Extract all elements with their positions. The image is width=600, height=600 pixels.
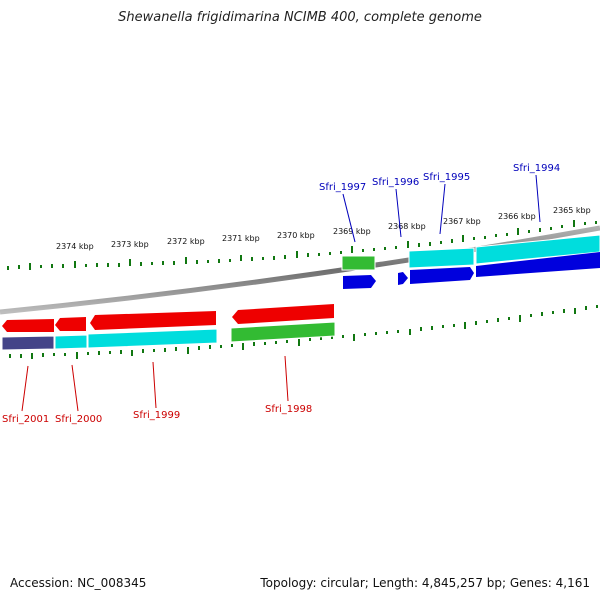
kbp-label: 2366 kbp	[498, 212, 536, 221]
forward-gene-arrow[interactable]	[398, 272, 408, 285]
reverse-gene-arrow[interactable]	[232, 304, 334, 324]
kbp-label: 2370 kbp	[277, 231, 315, 240]
reverse-cds-bar[interactable]	[230, 321, 336, 343]
kbp-label: 2371 kbp	[222, 234, 260, 243]
kbp-label: 2365 kbp	[553, 206, 591, 215]
reverse-gene-arrow[interactable]	[90, 311, 216, 330]
forward-cds-bar[interactable]	[341, 255, 376, 271]
forward-cds-bar[interactable]	[408, 247, 475, 269]
forward-gene-arrow[interactable]	[410, 267, 474, 284]
reverse-gene-label[interactable]: Sfri_2000	[55, 414, 102, 425]
tick-row-forward	[7, 220, 597, 270]
forward-gene-callout	[395, 188, 402, 238]
forward-gene-label[interactable]: Sfri_1995	[423, 172, 470, 183]
forward-gene-callout	[342, 193, 356, 243]
reverse-gene-callout	[71, 364, 79, 412]
forward-gene-callout	[439, 183, 446, 235]
forward-gene-label[interactable]: Sfri_1994	[513, 163, 560, 174]
reverse-cds-bar[interactable]	[54, 334, 88, 350]
reverse-gene-arrow[interactable]	[2, 319, 54, 332]
accession-text: Accession: NC_008345	[10, 576, 147, 590]
reverse-gene-label[interactable]: Sfri_1999	[133, 410, 180, 421]
reverse-gene-label[interactable]: Sfri_1998	[265, 404, 312, 415]
forward-gene-arrow[interactable]	[476, 252, 600, 277]
forward-cds-bar[interactable]	[475, 234, 600, 265]
reverse-cds-bar[interactable]	[1, 335, 55, 351]
kbp-label: 2373 kbp	[111, 240, 149, 249]
reverse-gene-arrow[interactable]	[55, 317, 86, 331]
reverse-gene-callout	[21, 365, 29, 412]
kbp-label: 2369 kbp	[333, 227, 371, 236]
forward-gene-callout	[535, 174, 541, 223]
reverse-gene-callout	[284, 355, 289, 402]
forward-gene-arrow[interactable]	[343, 275, 376, 289]
kbp-label: 2374 kbp	[56, 242, 94, 251]
reverse-cds-bar[interactable]	[87, 328, 218, 349]
kbp-label: 2368 kbp	[388, 222, 426, 231]
tick-row-reverse	[9, 305, 598, 359]
forward-gene-label[interactable]: Sfri_1997	[319, 182, 366, 193]
kbp-label: 2372 kbp	[167, 237, 205, 246]
reverse-gene-label[interactable]: Sfri_2001	[2, 414, 49, 425]
kbp-label: 2367 kbp	[443, 217, 481, 226]
genome-title: Shewanella frigidimarina NCIMB 400, comp…	[118, 10, 482, 25]
reverse-gene-callout	[152, 361, 157, 409]
forward-gene-label[interactable]: Sfri_1996	[372, 177, 419, 188]
topology-text: Topology: circular; Length: 4,845,257 bp…	[260, 576, 590, 590]
